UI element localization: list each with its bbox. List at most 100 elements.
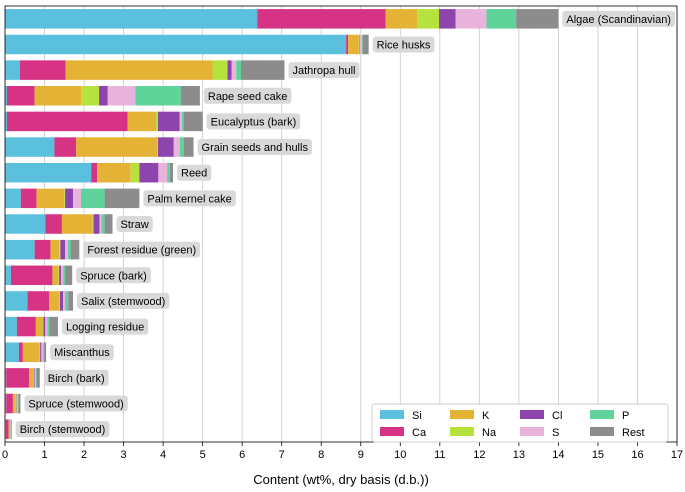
bar-segment-p	[135, 86, 181, 106]
bar-segment-na	[157, 137, 158, 157]
bar-segment-ca	[45, 214, 62, 234]
bar-segment-cl	[40, 342, 42, 362]
bar-segment-k	[97, 162, 131, 183]
bar-segment-si	[5, 316, 17, 337]
bar-segment-k	[8, 419, 10, 439]
bar-segment-rest	[10, 419, 12, 439]
bar-segment-rest	[104, 214, 113, 234]
bar-segment-p	[361, 34, 363, 55]
bar-segment-si	[5, 368, 7, 388]
legend-label: Na	[482, 427, 497, 439]
bar-segment-si	[5, 9, 258, 29]
bar-label-background	[76, 267, 151, 284]
x-tick-label: 9	[358, 449, 364, 461]
legend-label: P	[622, 410, 629, 422]
bar-label: Forest residue (green)	[87, 245, 196, 257]
bar-segment-p	[65, 291, 69, 311]
bar-segment-k	[34, 86, 82, 106]
bar-segment-p	[80, 188, 105, 209]
x-axis: 0 1 2 3 4 5 6 7 8 9 10 11 12 13 14 15 16 17	[2, 5, 683, 461]
x-tick-label: 4	[160, 449, 166, 461]
bar-segment-s	[16, 393, 19, 414]
x-tick-label: 16	[631, 449, 643, 461]
bar-segment-cl	[65, 188, 73, 209]
bar-segment-cl	[157, 137, 174, 157]
bar-label: Grain seeds and hulls	[202, 142, 309, 154]
bar-segment-k	[29, 368, 34, 388]
bar-segment-na	[64, 188, 66, 209]
bar-segment-cl	[60, 239, 66, 260]
bar-segment-k	[22, 342, 40, 362]
bar-label-background	[203, 87, 292, 104]
bar-segment-p	[43, 342, 45, 362]
bar-segment-ca	[6, 393, 13, 414]
bar-segment-ca	[27, 291, 50, 311]
bar-segment-k	[50, 239, 60, 260]
legend-swatch-si	[380, 410, 404, 419]
bar-label: Miscanthus	[54, 347, 110, 359]
bar-segment-na	[417, 9, 440, 29]
bar-label-background	[83, 241, 201, 258]
x-tick-label: 8	[318, 449, 324, 461]
bar-segment-cl	[59, 291, 64, 311]
bar-label: Algae (Scandinavian)	[566, 14, 671, 26]
bar-segment-na	[81, 86, 100, 106]
legend-label: Rest	[622, 427, 645, 439]
legend-swatch-na	[450, 427, 474, 436]
bar-labels: Algae (Scandinavian) Rice husks Jathropa h…	[15, 10, 675, 438]
bar-label: Jathropa hull	[292, 65, 355, 77]
bar-segment-ca	[346, 34, 349, 55]
bar-segment-rest	[183, 137, 194, 157]
bar-segment-rest	[104, 188, 140, 209]
x-tick-label: 6	[239, 449, 245, 461]
bar-label: Rape seed cake	[208, 91, 288, 103]
bar-label-background	[197, 139, 312, 156]
bar-segment-k	[35, 316, 43, 337]
bar-segment-k	[61, 214, 93, 234]
bar-segment-ca	[16, 316, 36, 337]
bar-segment-s	[359, 34, 362, 55]
x-tick-label: 5	[200, 449, 206, 461]
bar-segment-cl	[99, 86, 108, 106]
x-tick-label: 7	[279, 449, 285, 461]
bar-label-background	[143, 190, 236, 207]
bar-segment-ca	[34, 239, 51, 260]
bar-segment-na	[212, 60, 228, 80]
bar-segment-cl	[439, 9, 456, 29]
bar-label: Rice husks	[377, 39, 431, 51]
bar-label-background	[24, 395, 128, 412]
bar-segment-s	[34, 368, 36, 388]
bar-segment-si	[5, 188, 21, 209]
legend-label: Cl	[552, 410, 562, 422]
bars	[5, 9, 559, 439]
bar-segment-ca	[10, 265, 53, 286]
x-tick-label: 14	[552, 449, 564, 461]
bar-segment-rest	[44, 342, 47, 362]
bar-segment-si	[5, 137, 55, 157]
bar-segment-rest	[36, 368, 40, 388]
x-tick-label: 11	[434, 449, 445, 461]
bar-segment-s	[455, 9, 487, 29]
bar-segment-rest	[362, 34, 369, 55]
plot-frame	[4, 5, 678, 443]
bar-label: Palm kernel cake	[147, 193, 231, 205]
bar-segment-si	[5, 265, 11, 286]
bar-segment-rest	[183, 111, 203, 132]
bar-segment-na	[39, 342, 41, 362]
bar-segment-ca	[20, 188, 37, 209]
bar-segment-rest	[169, 162, 173, 183]
bar-segment-k	[52, 265, 59, 286]
bar-segment-s	[99, 214, 102, 234]
legend-swatch-cl	[520, 410, 544, 419]
bar-label-background	[50, 344, 114, 361]
bar-segment-ca	[257, 9, 386, 29]
bar-label-background	[15, 421, 110, 438]
bar-segment-si	[5, 111, 7, 132]
bar-label: Reed	[181, 168, 207, 180]
bar-label: Birch (stemwood)	[20, 424, 106, 436]
bar-segment-cl	[157, 111, 180, 132]
bar-segment-k	[36, 188, 65, 209]
bar-segment-cl	[139, 162, 159, 183]
bar-segment-si	[5, 162, 92, 183]
bar-segment-na	[358, 34, 360, 55]
